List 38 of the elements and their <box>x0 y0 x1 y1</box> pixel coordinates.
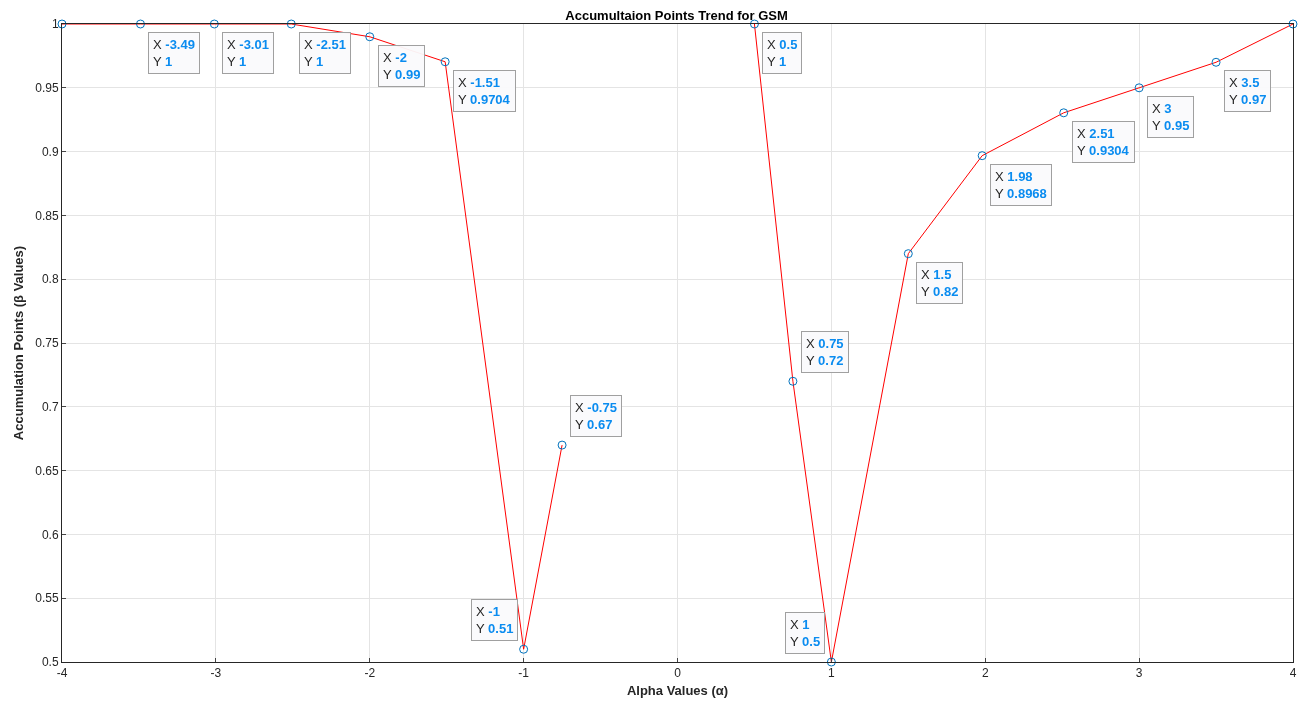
annotation: X 3.5 Y 0.97 <box>1229 75 1267 107</box>
annotation: X -2 Y 0.99 <box>383 50 421 82</box>
x-tick-label: -2 <box>364 666 376 681</box>
x-tick-label: 4 <box>1289 666 1297 681</box>
x-tick-label: -4 <box>56 666 68 681</box>
annotation: X 3 Y 0.95 <box>1152 101 1190 133</box>
annotation: X -1 Y 0.51 <box>476 604 514 636</box>
x-tick-label: 3 <box>1135 666 1143 681</box>
y-tick-label: 0.6 <box>41 527 59 542</box>
y-tick-label: 0.75 <box>35 336 59 351</box>
x-tick-label: 2 <box>981 666 989 681</box>
x-tick-label: -1 <box>518 666 530 681</box>
x-tick-label: 1 <box>828 666 836 681</box>
annotation: X -3.49 Y 1 <box>153 37 195 69</box>
y-axis-title: Accumulation Points (β Values) <box>11 245 27 441</box>
x-axis-title: Alpha Values (α) <box>626 683 729 698</box>
annotation: X 1.5 Y 0.82 <box>921 267 959 299</box>
annotation: X 1 Y 0.5 <box>790 617 821 649</box>
annotation: X 2.51 Y 0.9304 <box>1077 126 1130 158</box>
annotation: X -2.51 Y 1 <box>304 37 346 69</box>
y-tick-label: 0.9 <box>41 144 59 159</box>
annotation: X 1.98 Y 0.8968 <box>995 169 1047 201</box>
annotation: X -0.75 Y 0.67 <box>575 400 617 432</box>
x-tick-label: -3 <box>210 666 222 681</box>
y-tick-label: 0.85 <box>35 208 59 223</box>
chart-title: Accumultaion Points Trend for GSM <box>565 7 788 23</box>
annotation: X 0.5 Y 1 <box>767 37 798 69</box>
annotation: X -1.51 Y 0.9704 <box>458 75 511 107</box>
annotation: X -3.01 Y 1 <box>227 37 269 69</box>
y-tick-label: 1 <box>51 17 59 32</box>
y-tick-label: 0.95 <box>35 81 59 95</box>
annotation: X 0.75 Y 0.72 <box>806 336 844 368</box>
y-tick-label: 0.8 <box>41 272 59 287</box>
y-tick-label: 0.55 <box>35 591 59 606</box>
y-tick-label: 0.7 <box>41 400 59 414</box>
y-tick-label: 0.5 <box>41 655 59 670</box>
x-tick-label: 0 <box>674 666 682 681</box>
y-tick-label: 0.65 <box>35 463 59 478</box>
